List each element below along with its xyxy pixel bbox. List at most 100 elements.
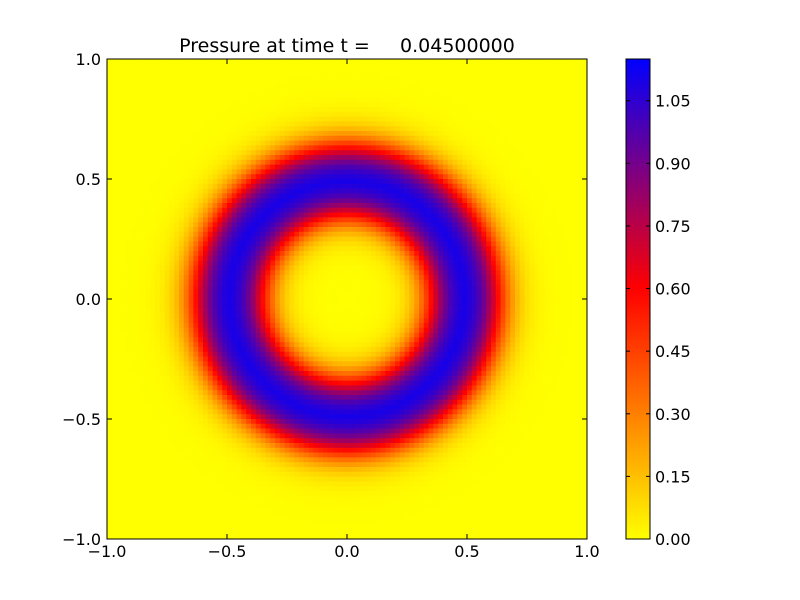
heatmap-cell [577,207,583,213]
heatmap-cell [279,78,285,84]
heatmap-cell [423,265,429,271]
heatmap-cell [390,73,396,79]
heatmap-cell [486,68,492,74]
heatmap-cell [457,279,463,285]
heatmap-cell [203,155,209,161]
heatmap-cell [135,107,141,113]
heatmap-cell [155,279,161,285]
heatmap-cell [289,78,295,84]
heatmap-cell [371,107,377,113]
heatmap-cell [419,111,425,117]
heatmap-cell [179,255,185,261]
heatmap-cell [207,207,213,213]
heatmap-cell [491,294,497,300]
heatmap-cell [563,68,569,74]
heatmap-cell [294,107,300,113]
heatmap-cell [308,164,314,170]
heatmap-cell [395,116,401,122]
heatmap-cell [510,265,516,271]
heatmap-cell [452,174,458,180]
heatmap-cell [342,126,348,132]
heatmap-cell [500,169,506,175]
heatmap-cell [289,241,295,247]
heatmap-cell [567,241,573,247]
heatmap-cell [303,135,309,141]
heatmap-cell [404,193,410,199]
heatmap-cell [299,212,305,218]
heatmap-cell [323,78,329,84]
heatmap-cell [510,198,516,204]
heatmap-cell [131,169,137,175]
heatmap-cell [116,279,122,285]
heatmap-cell [476,217,482,223]
heatmap-cell [361,227,367,233]
heatmap-cell [524,155,530,161]
heatmap-cell [227,73,233,79]
heatmap-cell [567,270,573,276]
heatmap-cell [399,97,405,103]
heatmap-cell [347,275,353,281]
heatmap-cell [318,227,324,233]
heatmap-cell [179,246,185,252]
heatmap-cell [548,260,554,266]
heatmap-cell [553,126,559,132]
heatmap-cell [443,83,449,89]
heatmap-cell [347,255,353,261]
heatmap-cell [548,107,554,113]
heatmap-cell [582,203,588,209]
heatmap-cell [390,126,396,132]
heatmap-cell [452,212,458,218]
heatmap-cell [510,83,516,89]
heatmap-cell [231,174,237,180]
heatmap-cell [323,183,329,189]
heatmap-cell [563,116,569,122]
heatmap-cell [515,87,521,93]
heatmap-cell [246,78,252,84]
heatmap-cell [159,150,165,156]
heatmap-cell [323,251,329,257]
heatmap-cell [380,140,386,146]
heatmap-cell [150,284,156,290]
heatmap-cell [159,92,165,98]
heatmap-cell [107,111,113,117]
heatmap-cell [515,102,521,108]
heatmap-cell [582,150,588,156]
heatmap-cell [577,270,583,276]
heatmap-cell [390,78,396,84]
heatmap-cell [371,68,377,74]
heatmap-cell [246,260,252,266]
heatmap-cell [548,63,554,69]
heatmap-cell [308,169,314,175]
heatmap-cell [423,78,429,84]
heatmap-cell [553,265,559,271]
heatmap-cell [447,279,453,285]
heatmap-cell [539,236,545,242]
heatmap-cell [375,212,381,218]
heatmap-cell [217,241,223,247]
heatmap-cell [155,87,161,93]
heatmap-cell [491,145,497,151]
heatmap-cell [150,241,156,247]
heatmap-cell [471,59,477,65]
heatmap-cell [572,135,578,141]
heatmap-cell [582,265,588,271]
heatmap-cell [366,68,372,74]
heatmap-cell [543,275,549,281]
heatmap-cell [289,284,295,290]
heatmap-cell [217,131,223,137]
heatmap-cell [198,92,204,98]
heatmap-cell [150,251,156,257]
heatmap-cell [207,83,213,89]
heatmap-cell [419,126,425,132]
heatmap-cell [577,231,583,237]
heatmap-cell [515,236,521,242]
heatmap-cell [313,116,319,122]
heatmap-cell [183,169,189,175]
heatmap-cell [563,227,569,233]
heatmap-cell [222,294,228,300]
heatmap-cell [447,188,453,194]
heatmap-cell [380,231,386,237]
heatmap-cell [347,270,353,276]
heatmap-cell [553,217,559,223]
heatmap-cell [371,217,377,223]
